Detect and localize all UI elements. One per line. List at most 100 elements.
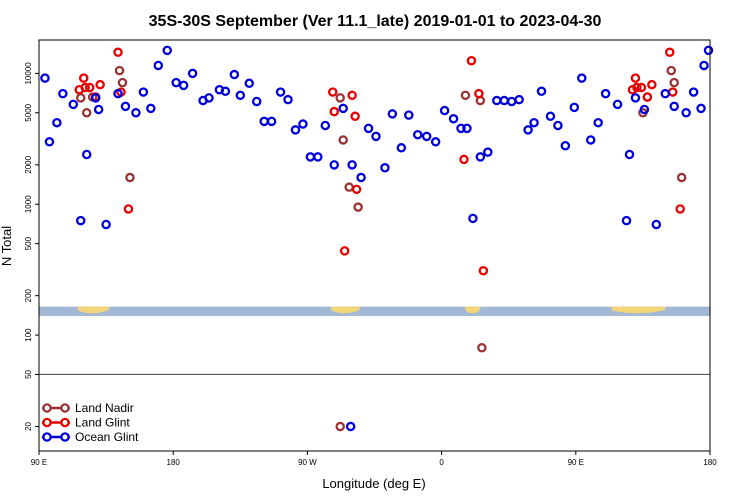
- land-area-1: [331, 306, 360, 314]
- point-1-14: [351, 184, 362, 195]
- x-axis-ticks: 90 E 180 90 W 0 90 E 180: [31, 451, 717, 467]
- point-2-11: [120, 101, 131, 112]
- point-2-61: [523, 125, 533, 135]
- point-2-62: [529, 117, 539, 128]
- point-2-4: [68, 99, 79, 110]
- point-2-45: [396, 143, 407, 153]
- point-2-75: [630, 93, 641, 103]
- point-2-67: [569, 102, 580, 113]
- point-0-6: [335, 93, 345, 103]
- point-0-3: [114, 65, 125, 76]
- point-0-18: [676, 172, 687, 183]
- point-1-8: [123, 204, 134, 214]
- point-2-64: [545, 111, 556, 122]
- y-axis-ticks: 20 50 100 200 500 1000 2000 5000 10000: [24, 62, 39, 431]
- point-2-13: [138, 87, 149, 97]
- point-2-0: [40, 73, 50, 83]
- point-0-9: [353, 202, 363, 212]
- chart-title: 35S-30S September (Ver 11.1_late) 2019-0…: [149, 13, 602, 30]
- point-2-46: [404, 110, 414, 120]
- point-2-83: [699, 60, 709, 71]
- point-2-6: [81, 149, 92, 160]
- point-2-32: [290, 125, 301, 135]
- point-2-16: [162, 45, 172, 56]
- y-tick-label-8: 10000: [24, 62, 33, 85]
- point-2-50: [439, 105, 450, 116]
- point-2-48: [421, 131, 432, 142]
- point-2-29: [266, 116, 277, 127]
- point-0-11: [460, 90, 471, 101]
- series-ocean-glint: [40, 45, 714, 432]
- point-0-0: [76, 93, 86, 103]
- point-1-21: [632, 82, 642, 93]
- legend-marker-right-1: [60, 417, 70, 428]
- x-tick-label-1: 180: [167, 458, 181, 467]
- point-2-14: [146, 103, 156, 114]
- point-1-2: [80, 82, 90, 93]
- point-1-5: [95, 79, 105, 90]
- point-2-35: [313, 152, 323, 162]
- land-area-0: [77, 306, 110, 314]
- point-2-38: [338, 103, 348, 114]
- point-1-10: [329, 106, 339, 117]
- point-2-31: [283, 94, 293, 105]
- point-2-73: [621, 215, 632, 226]
- point-0-17: [669, 77, 679, 88]
- point-2-57: [492, 95, 502, 106]
- point-2-3: [58, 88, 68, 99]
- legend-label-2: Ocean Glint: [75, 430, 139, 444]
- point-2-71: [600, 88, 611, 99]
- x-axis-label: Longitude (deg E): [322, 476, 425, 491]
- point-2-25: [235, 90, 246, 101]
- point-2-77: [651, 219, 662, 230]
- point-1-26: [667, 87, 678, 97]
- point-1-11: [339, 246, 350, 256]
- point-2-47: [412, 129, 423, 140]
- point-0-7: [338, 135, 348, 145]
- point-2-80: [681, 108, 691, 118]
- point-1-3: [84, 82, 95, 93]
- point-1-27: [675, 204, 685, 214]
- point-1-25: [664, 47, 675, 58]
- y-tick-label-4: 500: [24, 236, 33, 250]
- point-2-86: [345, 421, 356, 432]
- point-1-20: [630, 73, 641, 83]
- point-2-74: [624, 149, 635, 160]
- land-area-3: [611, 306, 666, 314]
- point-0-13: [477, 343, 487, 353]
- point-2-19: [187, 68, 198, 79]
- point-2-36: [320, 120, 331, 131]
- ocean-band: [39, 306, 710, 316]
- legend-marker-right-2: [60, 432, 70, 442]
- land-area-2: [465, 306, 481, 314]
- point-2-34: [305, 152, 316, 162]
- x-tick-label-0: 90 E: [31, 458, 47, 467]
- point-2-27: [251, 96, 262, 107]
- y-tick-label-5: 1000: [24, 195, 33, 213]
- point-2-79: [669, 101, 679, 112]
- point-2-63: [536, 86, 547, 97]
- point-0-16: [666, 65, 676, 76]
- point-2-51: [448, 114, 459, 124]
- point-1-18: [478, 266, 489, 276]
- y-tick-label-6: 2000: [24, 155, 33, 173]
- point-2-55: [475, 152, 486, 162]
- point-2-56: [483, 147, 493, 157]
- legend-label-0: Land Nadir: [75, 401, 134, 415]
- point-2-60: [514, 94, 524, 105]
- y-tick-label-0: 20: [24, 422, 33, 431]
- point-2-17: [171, 77, 181, 88]
- point-2-33: [298, 119, 308, 129]
- point-2-7: [90, 93, 101, 103]
- point-2-78: [660, 88, 671, 99]
- point-1-1: [78, 73, 89, 83]
- y-tick-label-3: 200: [24, 288, 33, 302]
- y-tick-label-2: 100: [24, 328, 33, 342]
- point-2-58: [499, 95, 509, 106]
- point-2-2: [52, 117, 62, 128]
- x-tick-label-3: 0: [439, 458, 444, 467]
- point-2-53: [462, 123, 472, 134]
- point-2-21: [204, 93, 214, 103]
- point-1-13: [350, 111, 360, 122]
